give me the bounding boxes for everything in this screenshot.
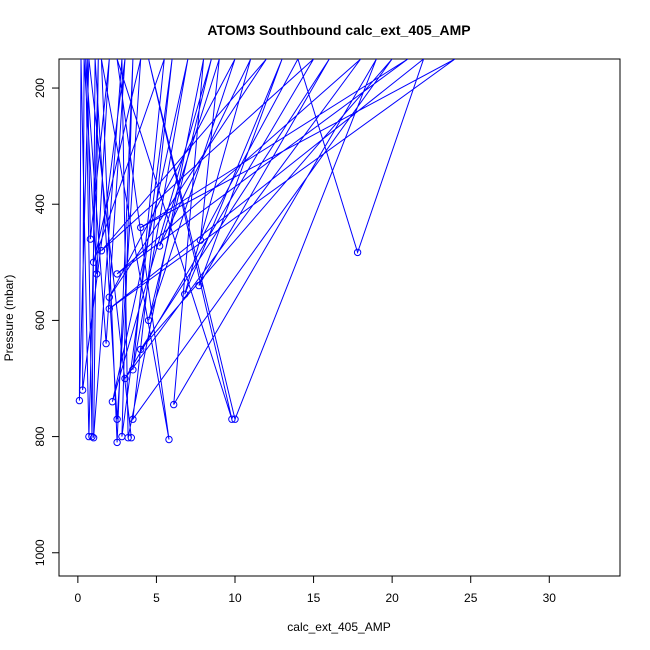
data-point	[121, 374, 129, 383]
series-line	[78, 59, 456, 443]
data-point	[137, 345, 145, 354]
data-point	[75, 396, 84, 405]
data-point	[93, 270, 101, 278]
x-tick-label: 0	[75, 591, 82, 605]
y-tick-label: 1000	[33, 539, 47, 566]
data-point	[144, 316, 153, 325]
data-point	[113, 438, 121, 447]
data-point	[129, 415, 137, 423]
y-tick-label: 400	[33, 194, 47, 214]
data-point	[89, 434, 98, 442]
data-point	[137, 223, 145, 232]
y-tick-label: 800	[33, 426, 47, 446]
data-point	[228, 415, 236, 423]
y-axis: 200 400 600 800 1000	[33, 78, 60, 566]
x-tick-label: 20	[385, 591, 399, 605]
data-series	[75, 59, 456, 447]
data-point	[88, 432, 96, 441]
data-point	[86, 235, 95, 243]
data-point	[181, 290, 189, 298]
data-point	[129, 366, 137, 374]
data-point	[102, 339, 110, 348]
chart-title: ATOM3 Southbound calc_ext_405_AMP	[207, 22, 470, 38]
data-point	[78, 386, 87, 394]
x-tick-label: 15	[307, 591, 321, 605]
x-tick-label: 5	[153, 591, 160, 605]
x-tick-label: 30	[543, 591, 557, 605]
plot-area-frame	[58, 58, 621, 577]
data-point	[196, 236, 205, 244]
x-axis-label: calc_ext_405_AMP	[287, 620, 390, 634]
data-point	[105, 305, 114, 313]
data-point	[85, 432, 93, 441]
data-point	[124, 434, 132, 442]
data-point	[353, 248, 362, 257]
y-tick-label: 200	[33, 78, 47, 98]
x-tick-label: 10	[228, 591, 242, 605]
data-point	[155, 242, 164, 250]
data-point	[113, 415, 121, 423]
data-point	[195, 281, 203, 290]
data-point	[105, 293, 114, 301]
data-point	[89, 258, 98, 266]
data-point	[231, 415, 239, 423]
plot-layer	[75, 59, 456, 447]
x-axis: 0 5 10 15 20 25 30	[75, 575, 557, 605]
data-point	[170, 400, 178, 409]
data-point	[97, 247, 106, 255]
data-point	[165, 435, 173, 444]
y-tick-label: 600	[33, 310, 47, 330]
x-tick-label: 25	[464, 591, 478, 605]
data-point	[127, 434, 136, 442]
y-axis-label: Pressure (mbar)	[2, 275, 16, 362]
data-point	[108, 398, 117, 406]
data-point	[113, 270, 121, 278]
